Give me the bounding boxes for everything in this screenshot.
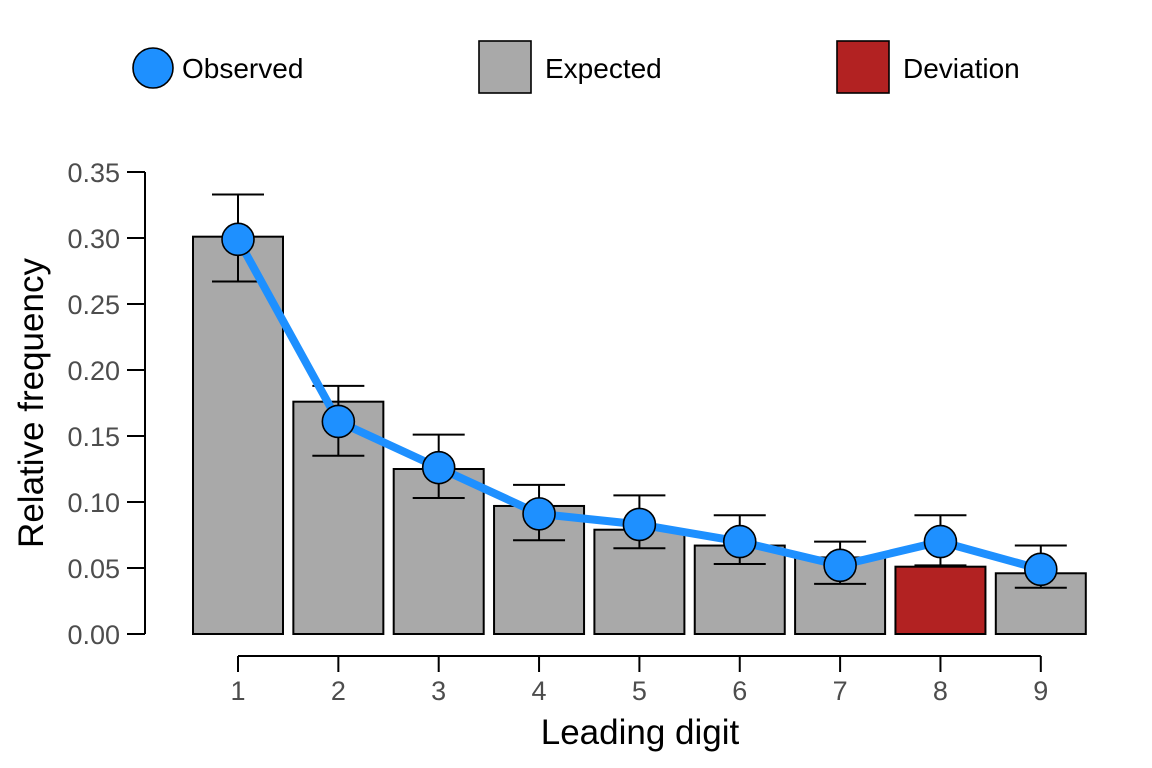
legend-swatch (132, 47, 174, 89)
y-axis-title: Relative frequency (12, 258, 51, 548)
expected-bars (192, 235, 1087, 636)
y-tick-label: 0.25 (67, 290, 120, 320)
observed-point-4 (522, 497, 556, 531)
y-tick-label: 0.15 (67, 422, 120, 452)
x-axis-title: Leading digit (541, 713, 740, 752)
x-tick-label: 1 (230, 676, 245, 706)
x-tick-label: 9 (1033, 676, 1048, 706)
x-tick-label: 7 (833, 676, 848, 706)
legend-item-expected: Expected (478, 40, 662, 94)
observed-point-1 (221, 222, 255, 257)
observed-point-6 (722, 524, 757, 559)
legend-label: Expected (545, 53, 662, 84)
x-tick-label: 2 (331, 676, 346, 706)
x-tick-label: 5 (632, 676, 647, 706)
x-tick-label: 8 (933, 676, 948, 706)
expected-bar-5 (593, 528, 686, 635)
y-tick-label: 0.20 (67, 356, 120, 386)
x-tick-label: 3 (431, 676, 446, 706)
legend-swatch (836, 40, 890, 94)
expected-bar-8 (894, 565, 987, 635)
y-tick-label: 0.00 (67, 620, 120, 650)
observed-point-9 (1024, 552, 1058, 587)
legend-item-observed: Observed (132, 47, 303, 89)
y-axis: 0.00 0.05 0.10 0.15 0.20 0.25 0.30 0.35 (67, 158, 146, 650)
observed-point-5 (622, 507, 657, 542)
x-tick-label: 4 (532, 676, 547, 706)
observed-points (221, 222, 1058, 587)
observed-point-8 (923, 524, 958, 559)
y-tick-label: 0.05 (67, 554, 120, 584)
legend-label: Observed (182, 53, 303, 84)
legend: Observed Expected Deviation (132, 40, 1020, 94)
y-tick-label: 0.35 (67, 158, 120, 188)
x-tick-label: 6 (732, 676, 747, 706)
expected-bar-1 (192, 235, 284, 635)
legend-swatch (478, 40, 532, 94)
y-tick-label: 0.10 (67, 488, 120, 518)
observed-point-3 (421, 450, 456, 485)
legend-label: Deviation (903, 53, 1020, 84)
legend-item-deviation: Deviation (836, 40, 1020, 94)
observed-point-2 (321, 404, 356, 439)
x-axis: 1 2 3 4 5 6 7 8 9 (230, 655, 1048, 706)
expected-bar-4 (493, 504, 586, 635)
y-tick-label: 0.30 (67, 224, 120, 254)
observed-point-7 (823, 548, 857, 583)
